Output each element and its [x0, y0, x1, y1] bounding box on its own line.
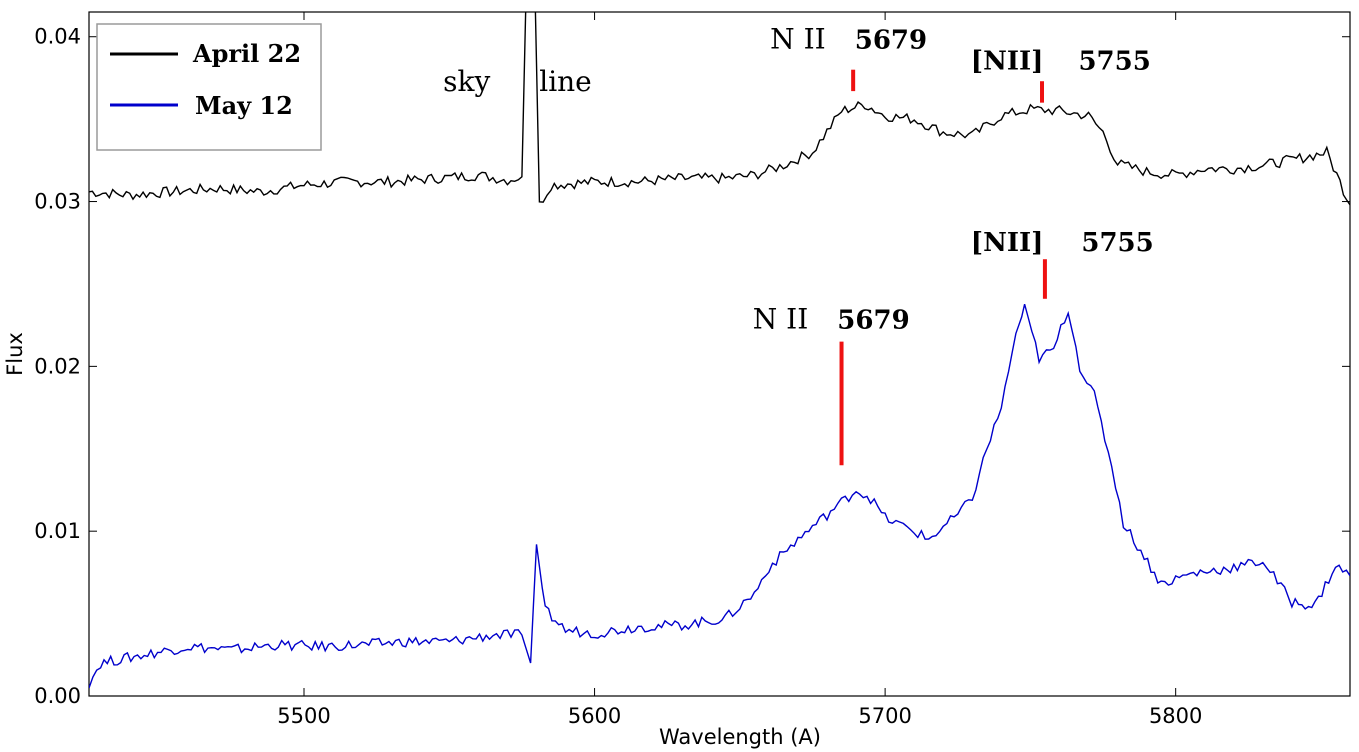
- series-line-may-12: [89, 304, 1350, 689]
- annotation-label: 5679: [855, 25, 927, 55]
- series-line-april-22: [89, 12, 1350, 206]
- y-tick-label: 0.02: [34, 354, 81, 378]
- x-tick-label: 5800: [1149, 704, 1202, 728]
- legend-box: [96, 23, 322, 151]
- y-tick-label: 0.01: [34, 519, 81, 543]
- x-tick-label: 5500: [277, 704, 330, 728]
- annotation-label: N II: [753, 302, 809, 335]
- annotation-label: line: [539, 65, 592, 98]
- annotation-label: [NII]: [971, 47, 1044, 77]
- annotation-label: [NII]: [971, 228, 1044, 258]
- y-axis-title: Flux: [3, 332, 27, 376]
- y-tick-label: 0.00: [34, 684, 81, 708]
- annotation-label: 5755: [1081, 228, 1153, 258]
- annotation-label: 5755: [1078, 47, 1150, 77]
- plot-frame: [88, 11, 1351, 697]
- annotation-label: sky: [443, 65, 490, 98]
- legend-label-april-22: April 22: [192, 39, 301, 68]
- annotation-label: 5679: [837, 305, 909, 335]
- legend-label-may-12: May 12: [195, 91, 293, 120]
- legend: April 22 May 12: [96, 23, 322, 151]
- annotation-label: N II: [770, 22, 826, 55]
- y-tick-label: 0.04: [34, 25, 81, 49]
- x-tick-label: 5600: [568, 704, 621, 728]
- data-layer: [89, 12, 1350, 689]
- x-tick-label: 5700: [858, 704, 911, 728]
- annotation-layer: sky line N II 5679 [NII] 5755 N II 5679 [NII] 575…: [443, 22, 1154, 466]
- tick-layer: 5500 5600 5700 5800 0.00 0.01 0.02 0.03 0.04: [34, 12, 1350, 728]
- x-axis-title: Wavelength (A): [659, 725, 821, 749]
- y-tick-label: 0.03: [34, 190, 81, 214]
